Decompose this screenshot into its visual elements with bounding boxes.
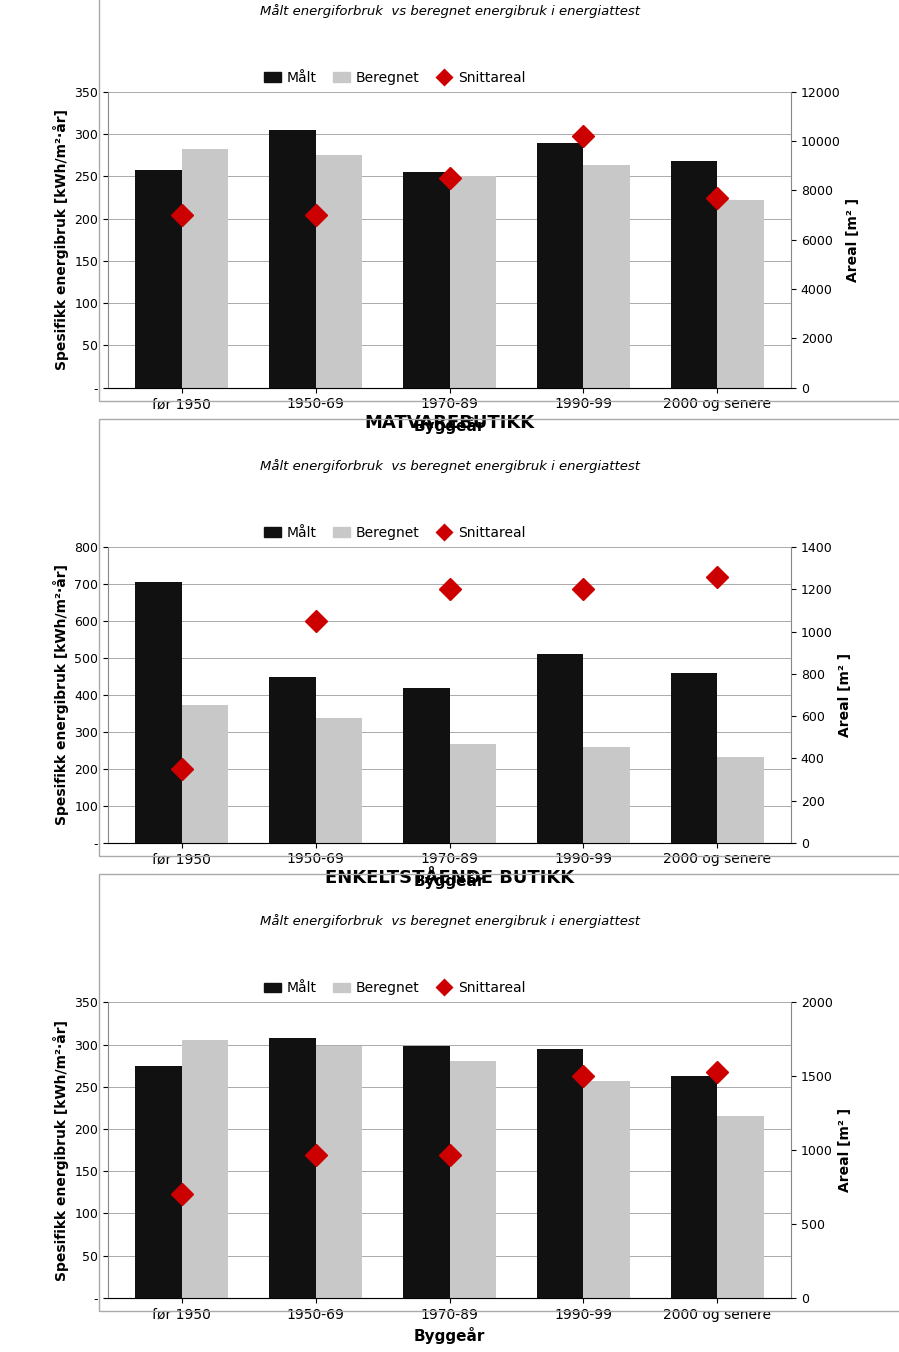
Bar: [269, 130, 316, 388]
Bar: [717, 1117, 764, 1298]
Bar: [583, 165, 630, 388]
Bar: [135, 169, 182, 388]
Bar: [316, 155, 362, 388]
Y-axis label: Areal [m² ]: Areal [m² ]: [846, 197, 860, 281]
Bar: [671, 1076, 717, 1298]
Bar: [450, 176, 496, 388]
X-axis label: Byggeår: Byggeår: [414, 872, 485, 890]
Bar: [403, 1046, 450, 1298]
Bar: [583, 1080, 630, 1298]
Text: ENKELTSTÅENDE BUTIKK: ENKELTSTÅENDE BUTIKK: [325, 869, 574, 887]
Bar: [269, 677, 316, 842]
Bar: [537, 142, 583, 388]
Legend: Målt, Beregnet, Snittareal: Målt, Beregnet, Snittareal: [264, 72, 526, 85]
Legend: Målt, Beregnet, Snittareal: Målt, Beregnet, Snittareal: [264, 982, 526, 995]
Bar: [537, 654, 583, 842]
Bar: [403, 172, 450, 388]
Bar: [182, 704, 228, 842]
Bar: [316, 1046, 362, 1298]
Text: Målt energiforbruk  vs beregnet energibruk i energiattest: Målt energiforbruk vs beregnet energibru…: [260, 458, 639, 473]
Y-axis label: Spesifikk energibruk [kWh/m²·år]: Spesifikk energibruk [kWh/m²·år]: [53, 1019, 68, 1280]
Bar: [316, 718, 362, 842]
Y-axis label: Areal [m² ]: Areal [m² ]: [838, 1109, 852, 1192]
Bar: [717, 757, 764, 842]
Text: Målt energiforbruk  vs beregnet energibruk i energiattest: Målt energiforbruk vs beregnet energibru…: [260, 4, 639, 18]
Bar: [182, 149, 228, 388]
Bar: [671, 673, 717, 842]
Bar: [450, 1061, 496, 1298]
Bar: [135, 583, 182, 842]
X-axis label: Byggeår: Byggeår: [414, 1328, 485, 1344]
Text: Målt energiforbruk  vs beregnet energibruk i energiattest: Målt energiforbruk vs beregnet energibru…: [260, 914, 639, 927]
Bar: [403, 688, 450, 842]
X-axis label: Byggeår: Byggeår: [414, 416, 485, 434]
Bar: [450, 744, 496, 842]
Bar: [717, 200, 764, 388]
Bar: [583, 746, 630, 842]
Bar: [269, 1038, 316, 1298]
Y-axis label: Spesifikk energibruk [kWh/m²·år]: Spesifikk energibruk [kWh/m²·år]: [53, 564, 68, 826]
Bar: [537, 1049, 583, 1298]
Bar: [135, 1065, 182, 1298]
Y-axis label: Spesifikk energibruk [kWh/m²·år]: Spesifikk energibruk [kWh/m²·år]: [53, 110, 68, 370]
Bar: [182, 1040, 228, 1298]
Legend: Målt, Beregnet, Snittareal: Målt, Beregnet, Snittareal: [264, 526, 526, 541]
Bar: [671, 161, 717, 388]
Y-axis label: Areal [m² ]: Areal [m² ]: [838, 653, 852, 737]
Text: MATVAREBUTIKK: MATVAREBUTIKK: [364, 414, 535, 433]
